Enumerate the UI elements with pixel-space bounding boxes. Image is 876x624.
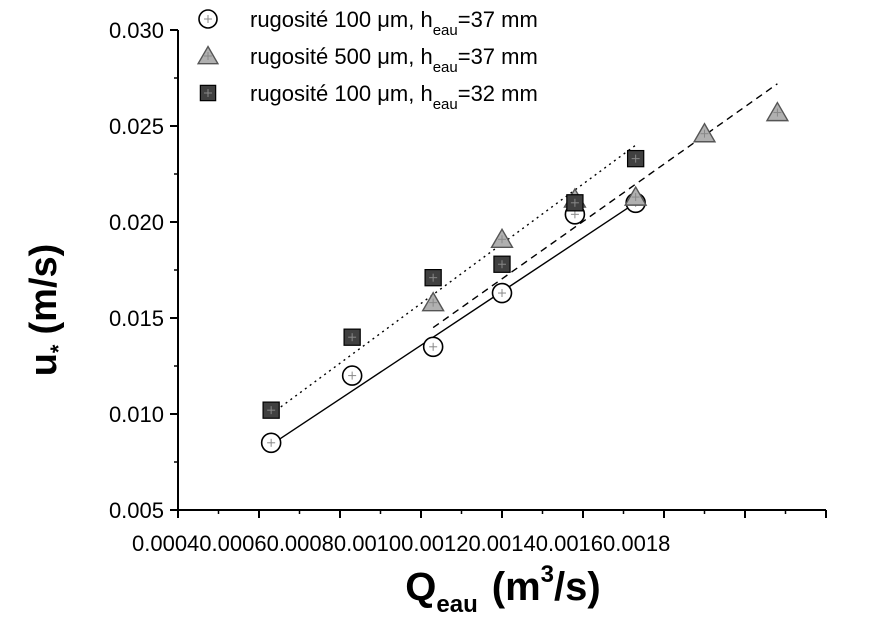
y-axis-title-main: u bbox=[23, 353, 65, 376]
x-axis-ticks: 0.00040.00060.00080.00100.00120.00140.00… bbox=[132, 510, 827, 556]
data-point-series-2 bbox=[765, 101, 790, 122]
data-point-series-3 bbox=[566, 194, 584, 212]
y-axis-title-unit: (m/s) bbox=[23, 244, 65, 335]
data-point-series-1 bbox=[260, 432, 282, 454]
data-point-series-2 bbox=[692, 122, 717, 143]
data-point-series-1 bbox=[422, 336, 444, 358]
legend-text-part: m, h bbox=[390, 44, 433, 69]
legend-label-series-3: rugosité 100 μm, heau=32 mm bbox=[250, 81, 538, 113]
legend-label-series-1: rugosité 100 μm, heau=37 mm bbox=[250, 7, 538, 39]
x-axis-title-unit-close: /s) bbox=[554, 565, 601, 609]
y-tick-label: 0.015 bbox=[109, 306, 164, 331]
legend-text-subscript: eau bbox=[433, 22, 458, 39]
data-point-series-2 bbox=[421, 291, 445, 312]
x-tick-labels: 0.00040.00060.00080.00100.00120.00140.00… bbox=[132, 531, 670, 556]
y-axis-ticks: 0.005 0.010 0.015 0.020 0.025 0.030 bbox=[109, 18, 178, 523]
data-point-series-2 bbox=[623, 185, 648, 206]
legend-text-part: rugosité 100 bbox=[250, 81, 377, 106]
data-point-series-1 bbox=[341, 365, 363, 386]
x-axis-title: Qeau (m3/s) bbox=[405, 561, 600, 618]
legend-text-part: μ bbox=[377, 81, 390, 106]
data-point-series-3 bbox=[493, 255, 511, 273]
y-axis-title: u* (m/s) bbox=[23, 244, 71, 377]
legend-text-part: =32 mm bbox=[458, 81, 538, 106]
y-tick-label: 0.005 bbox=[109, 498, 164, 523]
data-markers bbox=[260, 101, 790, 454]
fit-line-series-1 bbox=[270, 202, 637, 446]
x-axis-title-main: Q bbox=[405, 565, 436, 609]
fit-line-series-2 bbox=[432, 83, 778, 329]
y-tick-label: 0.010 bbox=[109, 402, 164, 427]
legend-label-series-2: rugosité 500 μm, heau=37 mm bbox=[250, 44, 538, 76]
data-point-series-3 bbox=[626, 149, 645, 168]
data-point-series-3 bbox=[424, 269, 442, 287]
data-point-series-1 bbox=[491, 282, 513, 304]
legend-text-subscript: eau bbox=[433, 59, 458, 76]
legend-text-part: μ bbox=[377, 44, 390, 69]
legend-marker-series-1 bbox=[198, 9, 218, 29]
y-tick-label: 0.025 bbox=[109, 114, 164, 139]
legend-text-part: =37 mm bbox=[458, 44, 538, 69]
data-point-series-3 bbox=[262, 401, 280, 419]
fit-lines bbox=[270, 83, 778, 446]
y-tick-label: 0.020 bbox=[109, 210, 164, 235]
y-tick-label: 0.030 bbox=[109, 18, 164, 43]
x-axis-title-sub: eau bbox=[436, 591, 477, 618]
legend-text-subscript: eau bbox=[433, 96, 458, 113]
data-point-series-2 bbox=[490, 227, 514, 249]
legend-marker-series-3 bbox=[199, 84, 217, 102]
legend-text-part: rugosité 500 bbox=[250, 44, 377, 69]
y-axis-title-sub: * bbox=[46, 344, 71, 353]
x-axis-title-unit-sup: 3 bbox=[541, 561, 554, 588]
legend-text-part: m, h bbox=[390, 7, 433, 32]
legend-text-part: =37 mm bbox=[458, 7, 538, 32]
legend-marker-series-2 bbox=[196, 45, 220, 65]
legend-text-part: m, h bbox=[390, 81, 433, 106]
legend-text-part: μ bbox=[377, 7, 390, 32]
data-point-series-3 bbox=[343, 328, 361, 346]
x-axis-title-unit-open: (m bbox=[492, 565, 541, 609]
fit-line-series-3 bbox=[270, 144, 637, 415]
legend-text-part: rugosité 100 bbox=[250, 7, 377, 32]
